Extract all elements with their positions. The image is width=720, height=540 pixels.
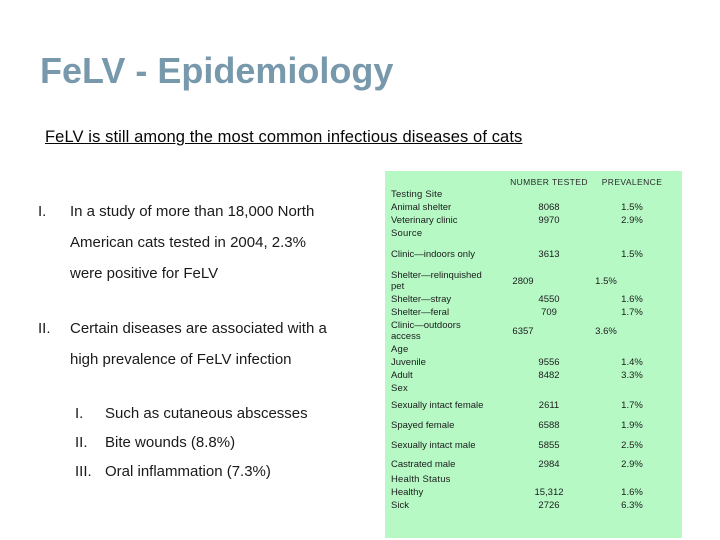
slide-subtitle: FeLV is still among the most common infe… (45, 128, 523, 146)
list-item: II. Certain diseases are associated with… (38, 313, 368, 375)
list-item: II. Bite wounds (8.8%) (75, 428, 308, 457)
row-prevalence: 1.6% (621, 294, 643, 305)
table-row: Adult 8482 3.3% (391, 369, 682, 382)
row-prevalence: 1.5% (595, 275, 617, 287)
list-numeral: II. (38, 320, 51, 337)
row-number-tested: 15,312 (534, 487, 564, 498)
list-item-text: In a study of more than 18,000 North Ame… (70, 196, 314, 289)
sub-roman-list: I. Such as cutaneous abscesses II. Bite … (75, 399, 308, 486)
table-row: Spayed female 6588 1.9% (391, 415, 682, 435)
row-number-tested: 2611 (538, 399, 560, 411)
row-label: Shelter—stray (391, 294, 452, 305)
prevalence-table: NUMBER TESTED PREVALENCE Testing Site An… (385, 171, 682, 538)
list-item: III. Oral inflammation (7.3%) (75, 457, 308, 486)
text-line: Certain diseases are associated with a (70, 320, 327, 337)
row-number-tested: 2809 (512, 275, 534, 287)
row-label: Castrated male (391, 458, 456, 470)
table-row: Veterinary clinic 9970 2.9% (391, 214, 682, 227)
table-header-row: NUMBER TESTED PREVALENCE (391, 175, 682, 188)
group-label: Source (391, 228, 423, 239)
row-number-tested: 6588 (538, 419, 560, 431)
row-number-tested: 8482 (538, 370, 560, 381)
row-prevalence: 1.6% (621, 487, 643, 498)
row-prevalence: 3.3% (621, 370, 643, 381)
header-prevalence: PREVALENCE (601, 177, 663, 187)
table-row: Clinic—indoors only 3613 1.5% (391, 248, 682, 261)
group-label: Health Status (391, 474, 451, 485)
row-label: Spayed female (391, 419, 455, 431)
text-line: high prevalence of FeLV infection (70, 351, 292, 368)
list-numeral: II. (75, 434, 88, 451)
row-number-tested: 3613 (538, 249, 560, 260)
table-row: Shelter—feral 709 1.7% (391, 306, 682, 319)
list-item-text: Certain diseases are associated with a h… (70, 313, 327, 375)
row-prevalence: 1.7% (621, 307, 643, 318)
table-row: Sick 2726 6.3% (391, 499, 682, 512)
row-number-tested: 9556 (538, 357, 560, 368)
row-prevalence: 1.7% (621, 399, 643, 411)
row-label: Adult (391, 370, 413, 381)
list-item: I. Such as cutaneous abscesses (75, 399, 308, 428)
list-item-text: Bite wounds (8.8%) (105, 434, 236, 451)
text-line: In a study of more than 18,000 North (70, 203, 315, 220)
row-prevalence: 2.5% (621, 439, 643, 451)
table-row: Healthy 15,312 1.6% (391, 486, 682, 499)
list-item-text: Such as cutaneous abscesses (105, 405, 308, 422)
table-row: Sexually intact female 2611 1.7% (391, 395, 682, 415)
main-roman-list: I. In a study of more than 18,000 North … (38, 196, 368, 399)
table-row: Clinic—outdoors access 6357 3.6% (391, 319, 682, 343)
list-item-text: Oral inflammation (7.3%) (105, 463, 271, 480)
row-label: Clinic—indoors only (391, 249, 475, 260)
table-group-row: Testing Site (391, 188, 682, 201)
row-number-tested: 4550 (538, 294, 560, 305)
row-label: Sick (391, 500, 409, 511)
row-label: Clinic—outdoors access (391, 320, 461, 342)
row-label: Shelter—feral (391, 307, 450, 318)
list-numeral: I. (75, 405, 84, 422)
row-number-tested: 709 (541, 307, 557, 318)
table-row: Castrated male 2984 2.9% (391, 455, 682, 473)
group-label: Age (391, 344, 409, 355)
row-prevalence: 1.5% (621, 249, 643, 260)
row-label: Healthy (391, 487, 424, 498)
table-group-row: Health Status (391, 473, 682, 486)
row-label: Veterinary clinic (391, 215, 458, 226)
table-row: Shelter—stray 4550 1.6% (391, 293, 682, 306)
row-label: Juvenile (391, 357, 426, 368)
row-number-tested: 2984 (538, 458, 560, 470)
row-number-tested: 5855 (538, 439, 560, 451)
group-label: Sex (391, 383, 408, 394)
row-prevalence: 6.3% (621, 500, 643, 511)
table-row: Shelter—relinquished pet 2809 1.5% (391, 269, 682, 293)
row-prevalence: 1.9% (621, 419, 643, 431)
table-group-row: Sex (391, 382, 682, 395)
table-row: Juvenile 9556 1.4% (391, 356, 682, 369)
row-prevalence: 3.6% (595, 325, 617, 337)
table-group-row: Source (391, 227, 682, 240)
list-numeral: III. (75, 463, 92, 480)
row-label: Sexually intact male (391, 439, 476, 451)
text-line: were positive for FeLV (70, 265, 219, 282)
row-number-tested: 6357 (512, 325, 534, 337)
page-title: FeLV - Epidemiology (40, 50, 394, 91)
row-prevalence: 2.9% (621, 458, 643, 470)
group-label: Testing Site (391, 189, 443, 200)
row-prevalence: 1.4% (621, 357, 643, 368)
row-prevalence: 1.5% (621, 202, 643, 213)
table-group-row: Age (391, 343, 682, 356)
header-number-tested: NUMBER TESTED (510, 177, 588, 187)
row-label: Shelter—relinquished pet (391, 270, 482, 292)
table-row: Animal shelter 8068 1.5% (391, 201, 682, 214)
list-item: I. In a study of more than 18,000 North … (38, 196, 368, 289)
row-prevalence: 2.9% (621, 215, 643, 226)
table-row: Sexually intact male 5855 2.5% (391, 435, 682, 455)
row-number-tested: 9970 (538, 215, 560, 226)
row-label: Sexually intact female (391, 399, 484, 411)
row-label: Animal shelter (391, 202, 452, 213)
text-line: American cats tested in 2004, 2.3% (70, 234, 306, 251)
list-numeral: I. (38, 203, 47, 220)
row-number-tested: 8068 (538, 202, 560, 213)
row-number-tested: 2726 (538, 500, 560, 511)
